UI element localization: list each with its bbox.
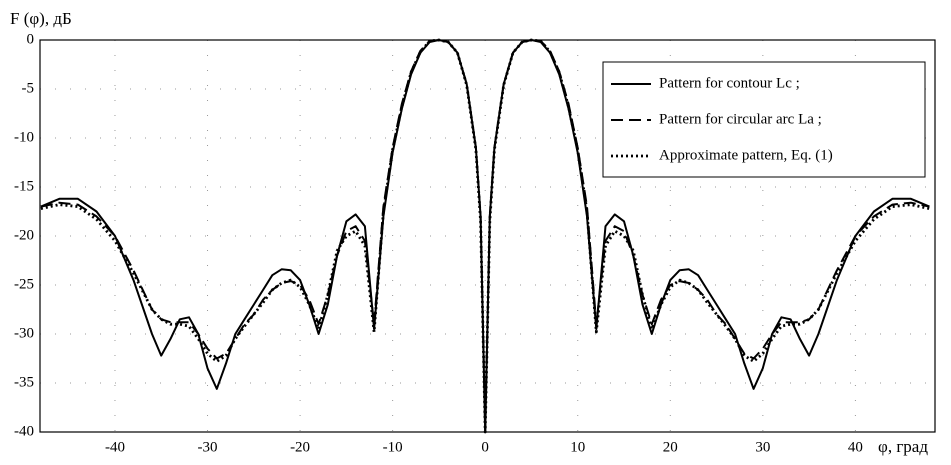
- legend-label: Pattern for circular arc La ;: [659, 111, 822, 127]
- y-axis-label: F (φ), дБ: [10, 9, 72, 28]
- y-tick-label: -15: [14, 178, 34, 194]
- series-line: [40, 38, 930, 434]
- y-tick-label: -10: [14, 129, 34, 145]
- y-tick-label: -30: [14, 325, 34, 341]
- legend-box: [602, 61, 926, 178]
- x-tick-label: -30: [198, 439, 218, 455]
- legend: Pattern for contour Lc ; Pattern for circ…: [602, 61, 926, 178]
- x-tick-label: 20: [663, 439, 678, 455]
- y-tick-label: -25: [14, 276, 34, 292]
- y-tick-label: -5: [22, 80, 35, 96]
- x-tick-label: 40: [848, 439, 863, 455]
- y-tick-label: -35: [14, 374, 34, 390]
- x-tick-label: -10: [383, 439, 403, 455]
- x-tick-label: 10: [570, 439, 585, 455]
- legend-label: Pattern for contour Lc ;: [659, 75, 800, 91]
- x-tick-label: -20: [290, 439, 310, 455]
- x-axis-label: φ, град: [878, 437, 928, 456]
- y-tick-label: -20: [14, 227, 34, 243]
- legend-label: Approximate pattern, Eq. (1): [659, 147, 833, 163]
- plot-frame: [39, 39, 936, 433]
- y-tick-label: -40: [14, 423, 34, 439]
- x-tick-label: -40: [105, 439, 125, 455]
- x-tick-label: 30: [755, 439, 770, 455]
- x-tick-label: 0: [481, 439, 489, 455]
- y-tick-label: 0: [27, 31, 35, 47]
